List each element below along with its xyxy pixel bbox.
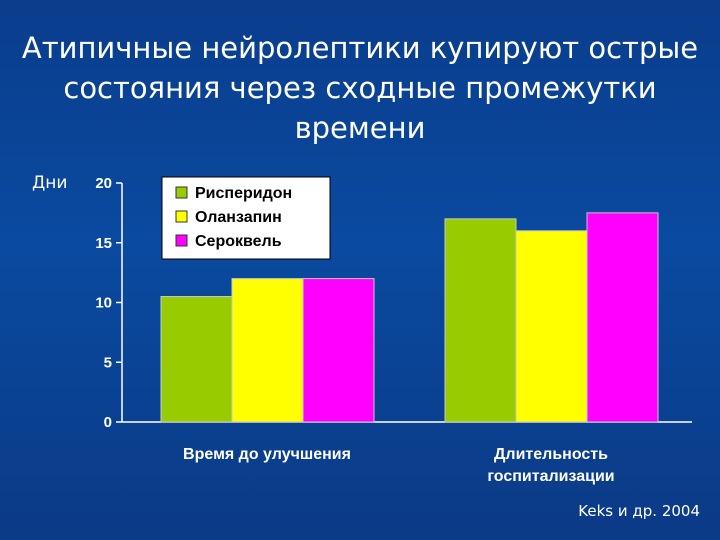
bar-3-1 <box>302 278 375 423</box>
slide-title: Атипичные нейролептики купируют острые с… <box>0 28 720 148</box>
y-tick-label: 0 <box>104 414 112 431</box>
slide-title-line-1: Атипичные нейролептики купируют острые <box>21 31 699 65</box>
legend-label: Рисперидон <box>195 185 292 202</box>
y-tick-label: 20 <box>95 175 112 192</box>
category-label: госпитализации <box>487 468 614 485</box>
bar-2-1 <box>231 278 304 423</box>
legend-label: Сероквель <box>195 233 282 250</box>
bar-3-2 <box>586 212 659 423</box>
bar-1-2 <box>444 218 517 423</box>
y-tick-label: 15 <box>95 235 112 252</box>
source-citation: Keks и др. 2004 <box>578 502 700 520</box>
bar-2-2 <box>515 230 588 423</box>
legend-box <box>161 176 331 260</box>
category-label: Время до улучшения <box>183 446 351 463</box>
legend-swatch <box>175 210 188 223</box>
y-tick-label: 5 <box>104 354 112 371</box>
bar-1-1 <box>160 296 233 423</box>
y-axis-label: Дни <box>32 173 67 193</box>
slide-title-line-2: состояния через сходные промежутки време… <box>63 71 657 145</box>
category-label: Длительность <box>494 446 608 463</box>
legend-swatch <box>175 186 188 199</box>
legend-label: Оланзапин <box>195 209 282 226</box>
legend-swatch <box>175 234 188 247</box>
y-tick-label: 10 <box>95 295 112 312</box>
